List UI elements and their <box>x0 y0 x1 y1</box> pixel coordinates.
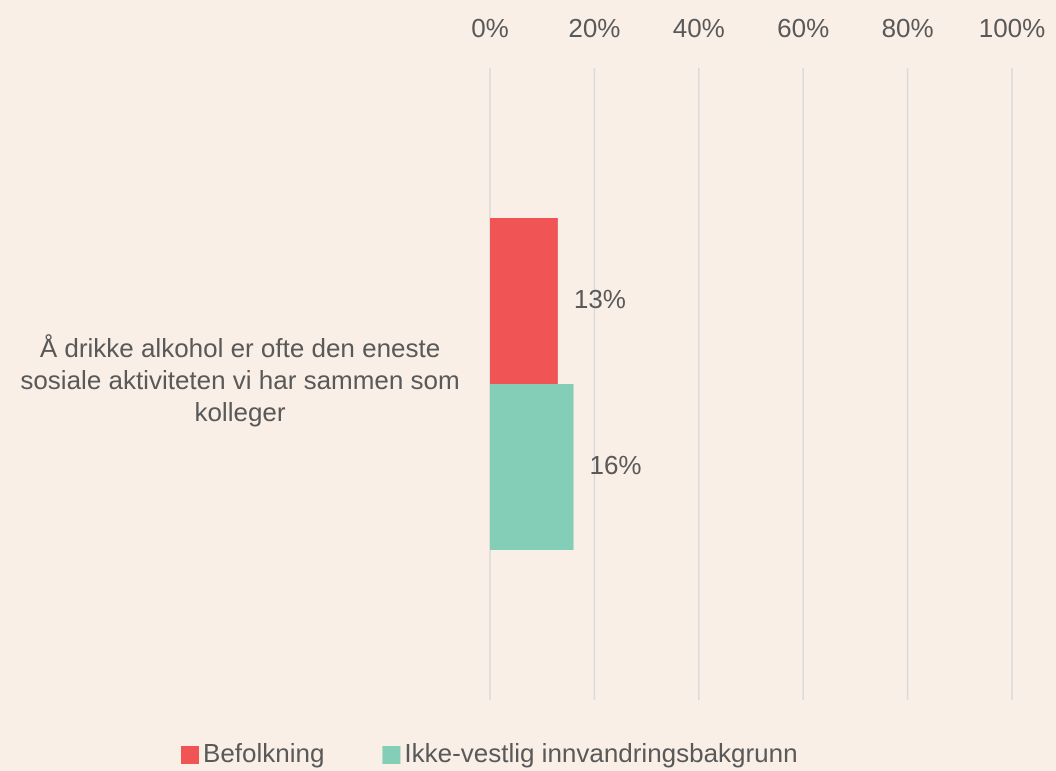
legend-label: Befolkning <box>203 738 324 768</box>
bar <box>490 218 558 384</box>
data-label: 13% <box>574 284 626 314</box>
legend-label: Ikke-vestlig innvandringsbakgrunn <box>404 738 797 768</box>
x-tick-label: 0% <box>471 13 509 43</box>
bar <box>490 384 574 550</box>
y-tick-label: Å drikke alkohol er ofte den eneste sosi… <box>20 333 460 427</box>
x-tick-label: 80% <box>882 13 934 43</box>
legend-swatch <box>382 746 401 764</box>
legend-swatch <box>181 746 199 764</box>
x-tick-label: 20% <box>568 13 620 43</box>
data-label: 16% <box>590 450 642 480</box>
x-tick-label: 40% <box>673 13 725 43</box>
category-label-box: Å drikke alkohol er ofte den eneste sosi… <box>20 333 460 427</box>
x-tick-label: 100% <box>979 13 1046 43</box>
x-tick-label: 60% <box>777 13 829 43</box>
legend: Befolkning Ikke-vestlig innvandringsbakgr… <box>181 738 798 768</box>
